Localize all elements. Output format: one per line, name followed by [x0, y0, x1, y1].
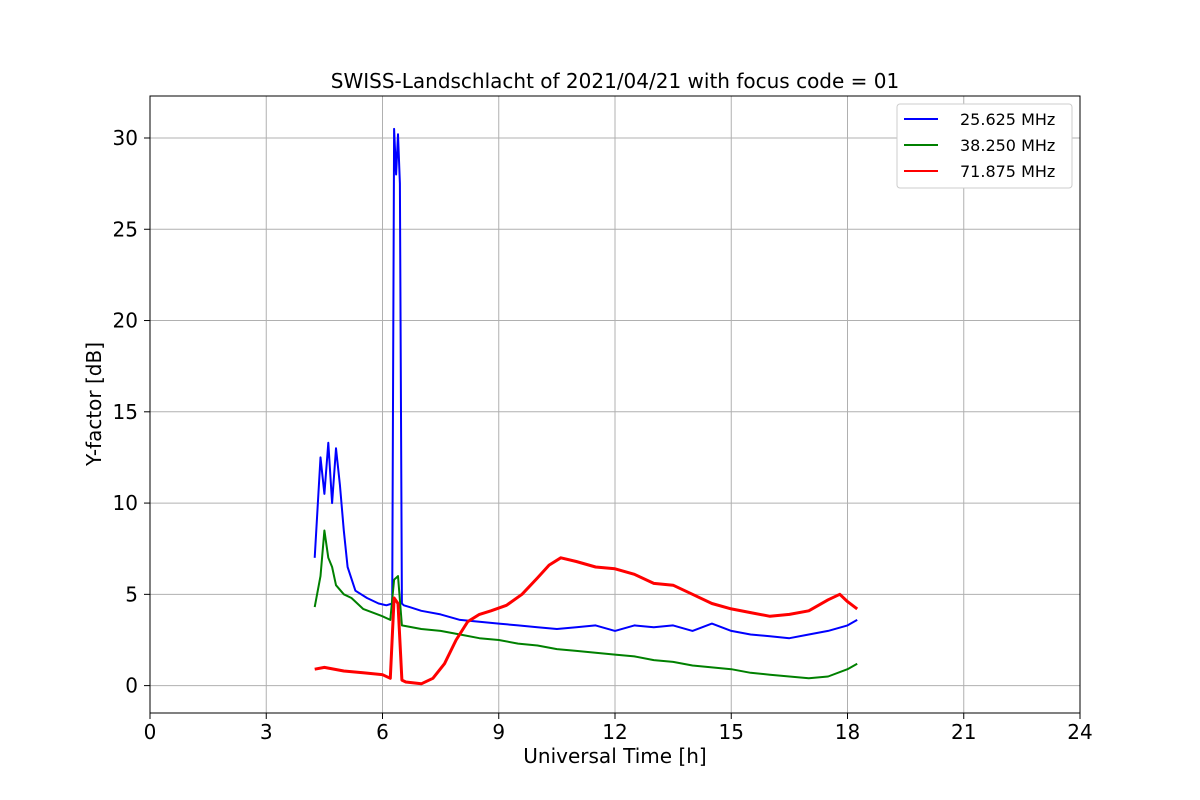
- x-tick-label: 9: [492, 720, 505, 744]
- series-layer: [313, 127, 859, 686]
- legend-box: [896, 103, 1073, 189]
- x-tick-label: 18: [835, 720, 860, 744]
- y-tick-label: 15: [113, 400, 138, 424]
- y-tick-label: 20: [113, 309, 138, 333]
- legend-label: 25.625 MHz: [960, 110, 1055, 129]
- ticks: 0 3 6 9 12 15 18 21 24 0 5 10 15 20 25 30: [113, 126, 1093, 744]
- y-tick-label: 30: [113, 126, 138, 150]
- x-tick-label: 15: [719, 720, 744, 744]
- legend-label: 71.875 MHz: [960, 162, 1055, 181]
- x-tick-label: 3: [260, 720, 273, 744]
- x-tick-label: 0: [144, 720, 157, 744]
- x-tick-label: 24: [1067, 720, 1092, 744]
- x-tick-label: 21: [951, 720, 976, 744]
- x-tick-label: 12: [602, 720, 627, 744]
- legend-label: 38.250 MHz: [960, 136, 1055, 155]
- series-line-71-875-mhz: [314, 556, 859, 686]
- series-line-38-250-mhz: [313, 529, 858, 680]
- y-tick-label: 10: [113, 491, 138, 515]
- y-tick-label: 0: [125, 674, 138, 698]
- y-tick-label: 25: [113, 217, 138, 241]
- x-axis-label: Universal Time [h]: [523, 744, 706, 768]
- y-tick-label: 5: [125, 582, 138, 606]
- chart-title: SWISS-Landschlacht of 2021/04/21 with fo…: [331, 69, 899, 93]
- x-tick-label: 6: [376, 720, 389, 744]
- series-line-25-625-mhz: [313, 127, 858, 640]
- y-axis-label: Y-factor [dB]: [82, 342, 106, 467]
- legend: 25.625 MHz 38.250 MHz 71.875 MHz: [896, 103, 1073, 189]
